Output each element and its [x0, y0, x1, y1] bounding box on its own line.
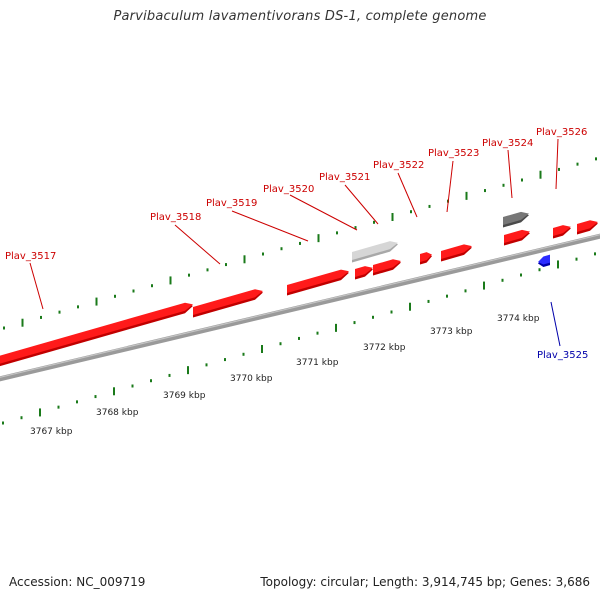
gene-plav-3526[interactable]: [553, 225, 571, 236]
gene-label[interactable]: Plav_3517: [5, 251, 56, 262]
leader-line: [344, 184, 379, 225]
leader-line: [550, 301, 561, 347]
leader-line: [555, 138, 559, 190]
accession-text: Accession: NC_009719: [9, 575, 146, 589]
scale-label: 3769 kbp: [163, 391, 206, 401]
leader-line: [29, 262, 44, 310]
leader-line: [397, 172, 418, 218]
gene-label[interactable]: Plav_3522: [373, 160, 424, 171]
backbone-highlight: [0, 234, 600, 378]
gene-label[interactable]: Plav_3519: [206, 198, 257, 209]
gene-label[interactable]: Plav_3525: [537, 350, 588, 361]
genome-summary-text: Topology: circular; Length: 3,914,745 bp…: [260, 575, 590, 589]
leader-line: [289, 194, 358, 231]
gene-plav-3518[interactable]: [193, 289, 263, 315]
leader-line: [507, 149, 513, 199]
scale-label: 3767 kbp: [30, 427, 73, 437]
label-leader-lines: [29, 138, 561, 347]
gene-plav-3526b[interactable]: [577, 220, 598, 232]
scale-label: 3770 kbp: [230, 374, 273, 384]
scale-labels: 3767 kbp 3768 kbp 3769 kbp 3770 kbp 3771 kbp…: [30, 314, 540, 437]
gene-label[interactable]: Plav_3518: [150, 212, 201, 223]
upper-tick-track: [3, 157, 597, 330]
gene-label[interactable]: Plav_3523: [428, 148, 479, 159]
gene-plav-3524-rna[interactable]: [503, 211, 529, 225]
gene-plav-3525[interactable]: [538, 254, 550, 265]
gene-plav-3521[interactable]: [373, 259, 401, 273]
scale-label: 3773 kbp: [430, 327, 473, 337]
gene-plav-3517[interactable]: [0, 302, 193, 365]
leader-line: [174, 224, 221, 265]
genome-title: Parvibaculum lavamentivorans DS-1, compl…: [113, 9, 487, 24]
gene-plav-3521b[interactable]: [352, 241, 398, 260]
gene-features: [0, 211, 598, 367]
gene-plav-3523[interactable]: [441, 244, 472, 259]
gene-label[interactable]: Plav_3526: [536, 127, 587, 138]
backbone-line: [0, 233, 600, 382]
lower-tick-track: [2, 252, 596, 425]
scale-label: 3771 kbp: [296, 358, 339, 368]
scale-label: 3772 kbp: [363, 343, 406, 353]
gene-plav-3519[interactable]: [287, 269, 349, 293]
gene-labels: Plav_3517 Plav_3518 Plav_3519 Plav_3520 Plav…: [5, 127, 588, 361]
gene-plav-3522[interactable]: [420, 252, 432, 262]
gene-label[interactable]: Plav_3520: [263, 184, 314, 195]
gene-label[interactable]: Plav_3521: [319, 172, 370, 183]
gene-label[interactable]: Plav_3524: [482, 138, 533, 149]
leader-line: [446, 160, 454, 213]
gene-plav-3520[interactable]: [355, 266, 373, 277]
gene-plav-3524[interactable]: [504, 229, 530, 243]
leader-line: [231, 210, 309, 242]
genome-backbone: [0, 233, 600, 382]
scale-label: 3768 kbp: [96, 408, 139, 418]
scale-label: 3774 kbp: [497, 314, 540, 324]
